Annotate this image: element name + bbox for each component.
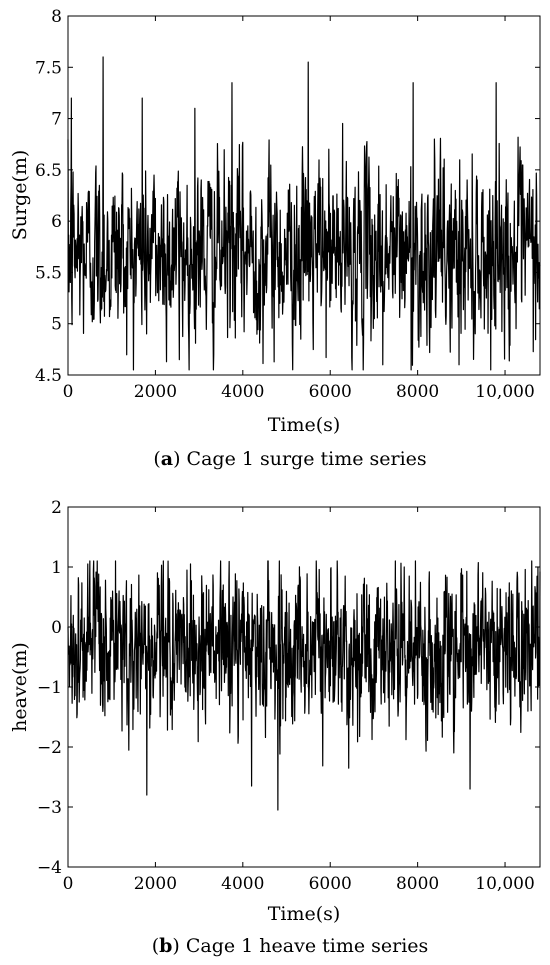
y-tick-label: 0 bbox=[51, 618, 62, 638]
y-tick-label: 5 bbox=[51, 315, 62, 335]
series-layer bbox=[67, 560, 541, 811]
caption-text: Cage 1 heave time series bbox=[180, 935, 428, 957]
x-axis-label: Time(s) bbox=[268, 903, 341, 925]
y-tick-label: 7 bbox=[51, 110, 62, 130]
y-axis-label: heave(m) bbox=[9, 642, 31, 732]
x-axis-label: Time(s) bbox=[268, 414, 341, 436]
y-tick-label: 7.5 bbox=[35, 58, 62, 78]
series-line bbox=[67, 56, 541, 371]
y-tick-label: 1 bbox=[51, 558, 62, 578]
y-tick-label: 6.5 bbox=[35, 161, 62, 181]
chart-heave: 0 2000 4000 6000 8000 10,000 −4 −3 −2 −1 0 1 2 Time(… bbox=[9, 498, 541, 957]
y-tick-label: 4.5 bbox=[35, 366, 62, 386]
y-tick-label: 6 bbox=[51, 212, 62, 232]
y-tick-label: 8 bbox=[51, 7, 62, 27]
x-tick-label: 8000 bbox=[396, 874, 439, 894]
caption-label: b bbox=[159, 935, 172, 957]
y-tick-label: −3 bbox=[37, 798, 62, 818]
x-tick-label: 8000 bbox=[396, 382, 439, 402]
x-tick-label: 6000 bbox=[309, 874, 352, 894]
series-layer bbox=[67, 56, 541, 371]
x-tick-label: 10,000 bbox=[475, 382, 534, 402]
caption-label: a bbox=[161, 448, 173, 470]
chart-surge: 0 2000 4000 6000 8000 10,0004.555.566.577.58 … bbox=[9, 7, 541, 470]
y-tick-label: −4 bbox=[37, 858, 62, 878]
series-line bbox=[67, 560, 541, 811]
x-tick-label: 10,000 bbox=[475, 874, 534, 894]
caption: (a) Cage 1 surge time series bbox=[153, 448, 426, 470]
x-tick-label: 2000 bbox=[134, 874, 177, 894]
y-tick-label: −2 bbox=[37, 738, 62, 758]
y-tick-label: 2 bbox=[51, 498, 62, 518]
x-tick-label: 2000 bbox=[134, 382, 177, 402]
y-axis-label: Surge(m) bbox=[9, 150, 31, 241]
x-tick-label: 4000 bbox=[221, 382, 264, 402]
ticks-layer: 0 2000 4000 6000 8000 10,000 4.5 5 5.5 6 6.5 7 7.5 8 bbox=[35, 7, 540, 402]
caption: (b) Cage 1 heave time series bbox=[152, 935, 429, 957]
y-tick-label: −1 bbox=[37, 678, 62, 698]
x-tick-label: 0 bbox=[63, 874, 74, 894]
x-tick-label: 4000 bbox=[221, 874, 264, 894]
ticks-layer: 0 2000 4000 6000 8000 10,000 −4 −3 −2 −1 0 1 2 bbox=[37, 498, 540, 894]
y-tick-label: 5.5 bbox=[35, 263, 62, 283]
x-tick-label: 6000 bbox=[309, 382, 352, 402]
x-tick-label: 0 bbox=[63, 382, 74, 402]
caption-text: Cage 1 surge time series bbox=[181, 448, 427, 470]
